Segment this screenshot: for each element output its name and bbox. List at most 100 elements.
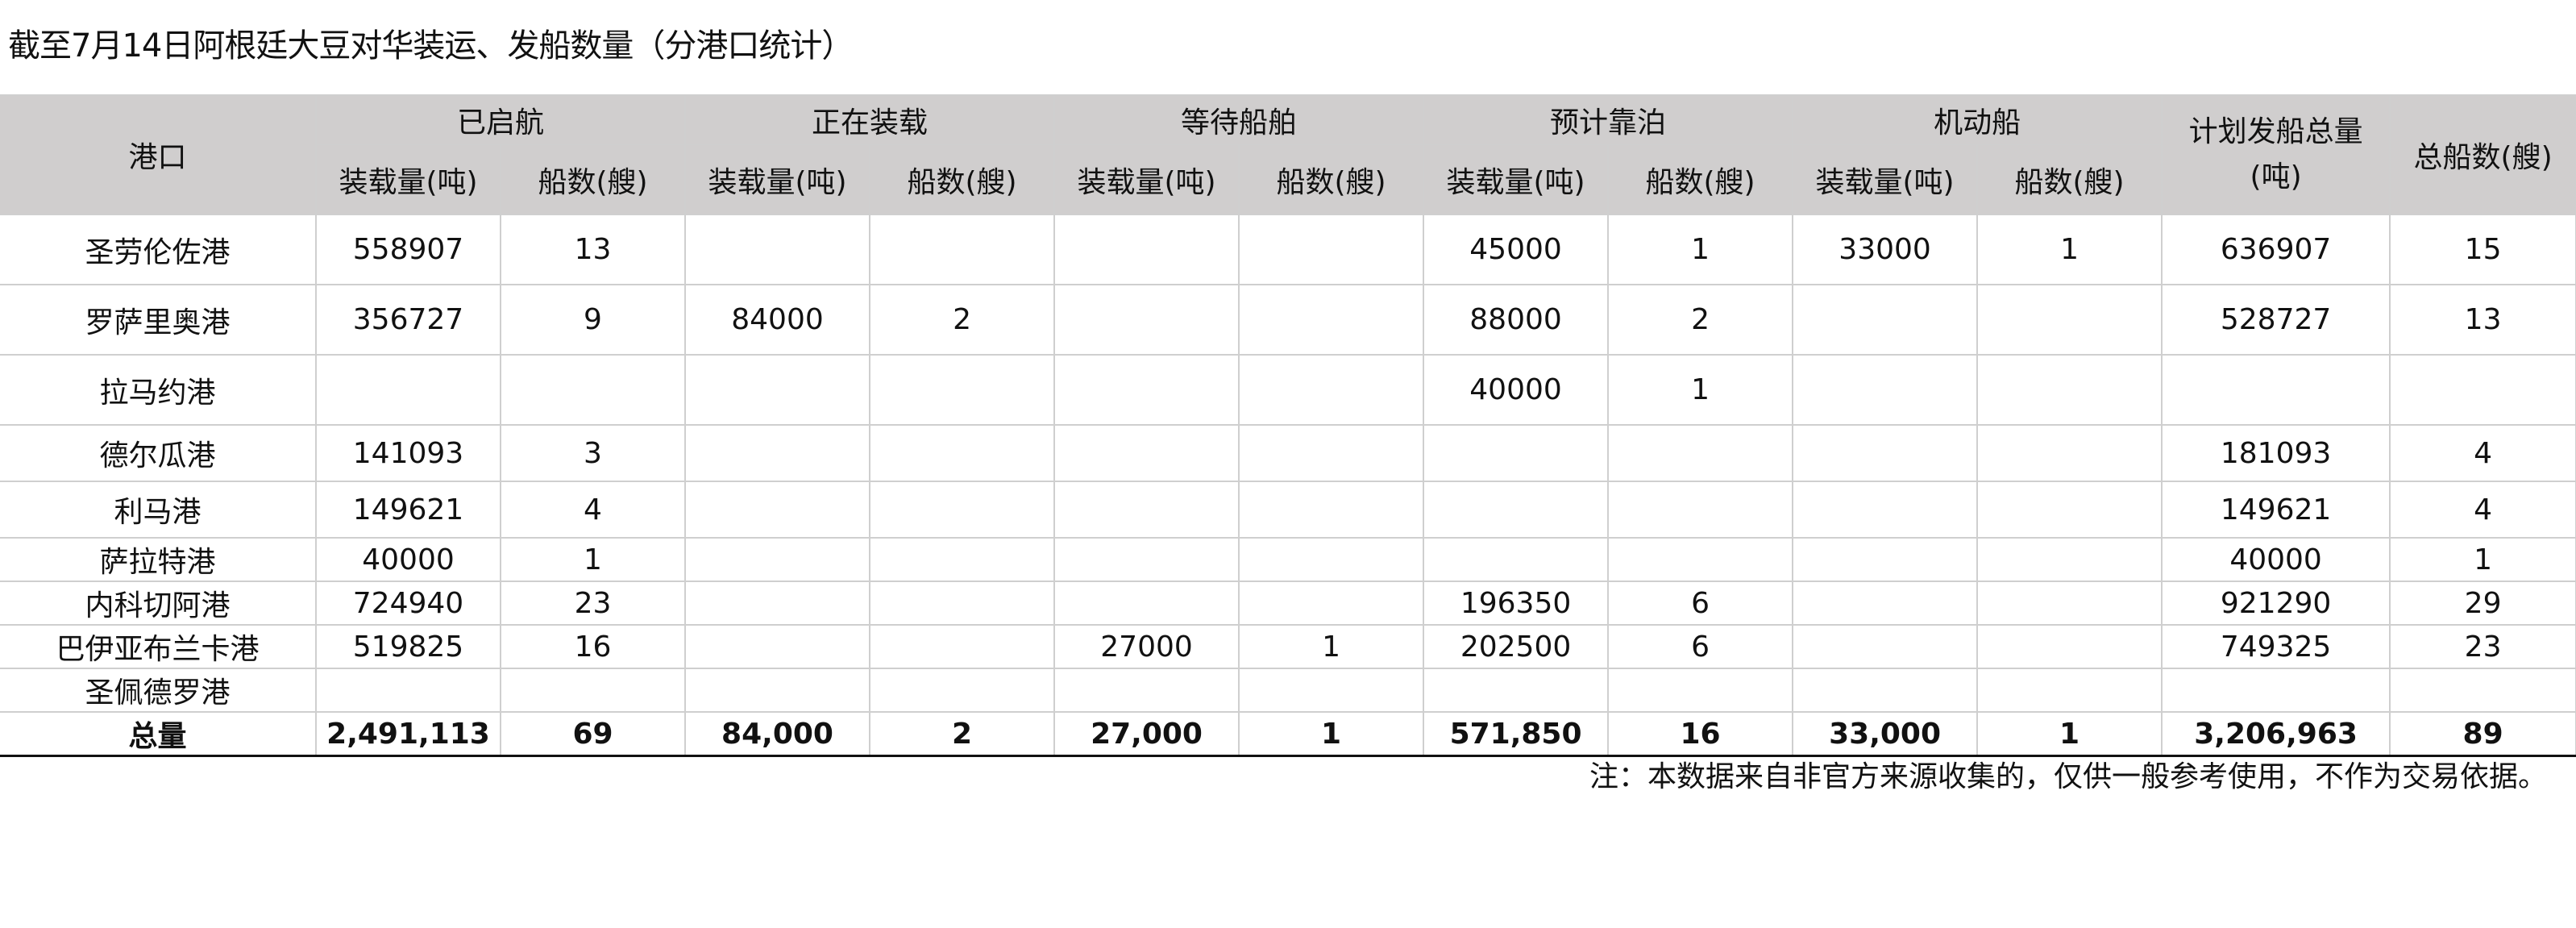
table-cell [1238, 284, 1425, 356]
table-cell [1053, 668, 1240, 713]
table-cell: 33000 [1792, 214, 1979, 285]
table-cell [1976, 284, 2163, 356]
total-cell: 3,206,963 [2161, 711, 2391, 757]
total-cell: 1 [1976, 711, 2163, 757]
total-label: 总量 [0, 711, 317, 757]
table-cell: 6 [1607, 624, 1794, 669]
table-cell: 202500 [1423, 624, 1610, 669]
table-cell: 4 [2389, 424, 2576, 482]
table-row: 罗萨里奥港 356727 9 84000 2 88000 2 528727 13 [0, 284, 2576, 356]
table-cell [1238, 581, 1425, 626]
table-cell [1053, 581, 1240, 626]
table-row: 圣劳伦佐港 558907 13 45000 1 33000 1 636907 15 [0, 214, 2576, 285]
table-cell [1607, 537, 1794, 582]
table-cell [2161, 354, 2391, 426]
port-name: 德尔瓜港 [0, 424, 317, 482]
table-cell: 181093 [2161, 424, 2391, 482]
table-cell [869, 481, 1056, 539]
table-cell [684, 214, 871, 285]
table-cell [1976, 581, 2163, 626]
table-cell: 40000 [315, 537, 501, 582]
table-cell: 356727 [315, 284, 501, 356]
table-cell: 29 [2389, 581, 2576, 626]
table-cell [869, 214, 1056, 285]
table-cell [1792, 424, 1979, 482]
table-cell: 149621 [2161, 481, 2391, 539]
table-cell [1423, 424, 1610, 482]
table-cell [684, 581, 871, 626]
table-cell: 749325 [2161, 624, 2391, 669]
table-cell: 84000 [684, 284, 871, 356]
header-sub-tonnage: 装载量(吨) [316, 144, 501, 215]
table-cell: 1 [2389, 537, 2576, 582]
port-name: 萨拉特港 [0, 537, 317, 582]
table-cell [1053, 424, 1240, 482]
header-planned-total: 计划发船总量(吨) [2161, 94, 2391, 215]
table-cell [315, 354, 501, 426]
port-name: 圣劳伦佐港 [0, 214, 317, 285]
header-sub-tonnage: 装载量(吨) [1423, 144, 1610, 215]
table-cell: 3 [499, 424, 687, 482]
port-name: 巴伊亚布兰卡港 [0, 624, 317, 669]
table-cell: 13 [499, 214, 687, 285]
table-cell: 4 [499, 481, 687, 539]
total-cell: 33,000 [1792, 711, 1979, 757]
disclaimer-note: 注：本数据来自非官方来源收集的，仅供一般参考使用，不作为交易依据。 [1589, 760, 2547, 793]
table-cell [1792, 668, 1979, 713]
header-sub-tonnage: 装载量(吨) [684, 144, 871, 215]
table-cell: 519825 [315, 624, 501, 669]
table-cell: 558907 [315, 214, 501, 285]
header-sub-ships: 船数(艘) [1238, 144, 1425, 215]
port-name: 利马港 [0, 481, 317, 539]
table-cell [869, 668, 1056, 713]
table-cell [1792, 537, 1979, 582]
table-cell: 45000 [1423, 214, 1610, 285]
table-cell [1423, 537, 1610, 582]
table-cell [1053, 354, 1240, 426]
header-sub-ships: 船数(艘) [499, 144, 687, 215]
table-cell: 196350 [1423, 581, 1610, 626]
table-cell [1976, 668, 2163, 713]
table-cell [1238, 537, 1425, 582]
header-port: 港口 [0, 94, 317, 215]
table-cell [1607, 481, 1794, 539]
table-cell [499, 354, 687, 426]
table-cell: 15 [2389, 214, 2576, 285]
table-cell [1976, 424, 2163, 482]
table-cell: 23 [2389, 624, 2576, 669]
table-cell: 149621 [315, 481, 501, 539]
total-cell: 27,000 [1053, 711, 1240, 757]
table-cell [1053, 284, 1240, 356]
table-cell [1238, 354, 1425, 426]
table-cell [1792, 354, 1979, 426]
total-row: 总量 2,491,113 69 84,000 2 27,000 1 571,850 16 33,0… [0, 711, 2576, 757]
header-group-waiting: 等待船舶 [1053, 94, 1425, 145]
header-sub-ships: 船数(艘) [1607, 144, 1794, 215]
table-cell [499, 668, 687, 713]
table-cell [1792, 481, 1979, 539]
table-cell: 4 [2389, 481, 2576, 539]
table-row: 德尔瓜港 141093 3 181093 4 [0, 424, 2576, 482]
table-cell: 921290 [2161, 581, 2391, 626]
table-cell [684, 424, 871, 482]
page-title: 截至7月14日阿根廷大豆对华装运、发船数量（分港口统计） [8, 27, 854, 65]
port-name: 内科切阿港 [0, 581, 317, 626]
table-cell [1976, 624, 2163, 669]
table-cell: 2 [869, 284, 1056, 356]
table-cell [1792, 284, 1979, 356]
table-cell [1423, 481, 1610, 539]
table-cell [315, 668, 501, 713]
table-row: 利马港 149621 4 149621 4 [0, 481, 2576, 539]
table-cell: 6 [1607, 581, 1794, 626]
port-name: 拉马约港 [0, 354, 317, 426]
table-cell [1976, 354, 2163, 426]
table-cell [1238, 424, 1425, 482]
table-cell [1053, 481, 1240, 539]
table-cell [1792, 581, 1979, 626]
table-cell [1607, 424, 1794, 482]
table-cell: 1 [1607, 354, 1794, 426]
total-cell: 1 [1238, 711, 1425, 757]
table-cell: 1 [1976, 214, 2163, 285]
table-cell: 528727 [2161, 284, 2391, 356]
table-cell: 16 [499, 624, 687, 669]
